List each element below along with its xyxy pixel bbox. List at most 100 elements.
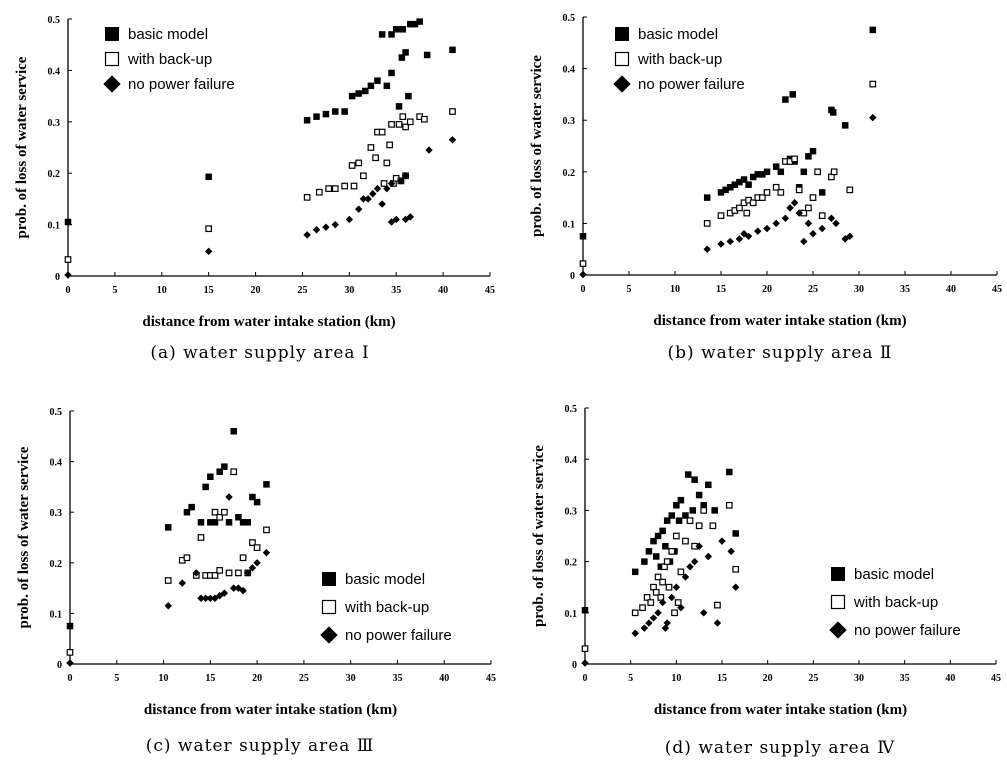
data-point	[220, 589, 229, 597]
data-point	[649, 614, 658, 622]
legend-marker	[614, 51, 630, 67]
y-axis-label: prob. of loss of water service	[531, 445, 547, 627]
x-tick-label: 45	[485, 285, 495, 296]
x-tick-label: 30	[854, 284, 864, 295]
data-point	[654, 573, 662, 581]
data-point	[654, 532, 662, 540]
y-tick-label: 0.2	[565, 558, 578, 569]
data-point	[341, 182, 348, 190]
legend-marker	[320, 626, 338, 644]
x-tick-label: 5	[114, 673, 119, 684]
data-point	[313, 113, 320, 120]
x-tick-label: 30	[854, 673, 864, 684]
data-point	[383, 159, 391, 167]
data-point	[809, 230, 817, 238]
data-point	[841, 122, 849, 129]
data-point	[183, 554, 191, 562]
data-point	[331, 185, 339, 192]
x-tick-label: 5	[627, 284, 632, 295]
data-point	[668, 548, 676, 555]
data-point	[322, 223, 330, 231]
x-tick-label: 30	[346, 673, 356, 684]
data-point	[360, 172, 367, 180]
data-point	[425, 146, 433, 154]
x-tick-label: 10	[159, 673, 169, 684]
data-point	[66, 659, 74, 667]
y-tick-label: 0.4	[50, 458, 63, 469]
data-point	[772, 183, 780, 191]
data-point	[725, 501, 733, 509]
data-point	[164, 524, 172, 531]
data-point	[732, 530, 739, 537]
series-with-back-up	[66, 468, 270, 656]
data-point	[700, 609, 708, 617]
data-point	[221, 508, 228, 516]
x-tick-label: 40	[946, 284, 956, 295]
data-point	[703, 245, 711, 253]
x-tick-label: 15	[716, 284, 726, 295]
legend-marker	[615, 27, 629, 41]
data-point	[647, 599, 655, 606]
data-point	[800, 168, 808, 176]
data-point	[230, 427, 237, 435]
data-point	[383, 184, 391, 193]
y-tick-label: 0.4	[565, 455, 578, 466]
data-point	[652, 588, 660, 596]
data-point	[332, 108, 339, 115]
data-point	[689, 507, 697, 514]
data-point	[736, 178, 743, 186]
data-point	[395, 103, 403, 110]
data-point	[662, 542, 669, 550]
x-tick-label: 20	[762, 284, 772, 295]
data-point	[364, 195, 372, 203]
data-point	[253, 559, 261, 567]
data-point	[686, 563, 694, 571]
data-point	[677, 568, 685, 576]
chart-caption: (d) water supply area Ⅳ	[665, 738, 895, 758]
series-with-back-up	[581, 501, 740, 652]
data-point	[718, 537, 726, 545]
data-point	[749, 173, 757, 181]
y-tick-label: 0	[57, 660, 62, 671]
data-point	[759, 194, 766, 201]
data-point	[713, 619, 722, 627]
legend-label: no power failure	[345, 627, 452, 644]
legend-marker	[831, 567, 845, 581]
data-point	[216, 567, 224, 574]
data-point	[263, 526, 270, 534]
data-point	[704, 552, 713, 561]
legend-label: with back-up	[127, 51, 212, 68]
data-point	[790, 199, 799, 207]
data-point	[64, 256, 72, 263]
x-tick-label: 10	[670, 284, 680, 295]
data-point	[631, 568, 639, 576]
data-point	[754, 227, 762, 235]
data-point	[348, 162, 356, 169]
x-tick-label: 5	[628, 673, 633, 684]
data-point	[205, 173, 212, 181]
legend-label: basic model	[345, 571, 425, 588]
data-point	[350, 182, 358, 190]
data-point	[235, 514, 242, 521]
data-point	[643, 594, 651, 601]
data-point	[581, 606, 589, 614]
data-point	[215, 591, 224, 600]
series-with-back-up	[64, 108, 456, 263]
legend-marker	[613, 75, 631, 93]
data-point	[846, 232, 854, 241]
data-point	[355, 159, 363, 167]
data-point	[726, 468, 733, 476]
data-point	[657, 594, 665, 601]
data-point	[249, 539, 256, 546]
data-point	[659, 527, 666, 535]
x-axis-label: distance from water intake station (km)	[653, 313, 906, 329]
x-tick-label: 35	[392, 673, 402, 684]
y-axis-label: prob. of loss of water service	[16, 446, 32, 628]
x-tick-label: 40	[945, 673, 955, 684]
data-point	[695, 522, 703, 530]
data-point	[345, 215, 354, 224]
data-point	[695, 491, 703, 499]
data-point	[239, 586, 247, 595]
data-point	[745, 181, 752, 188]
data-point	[717, 240, 725, 248]
